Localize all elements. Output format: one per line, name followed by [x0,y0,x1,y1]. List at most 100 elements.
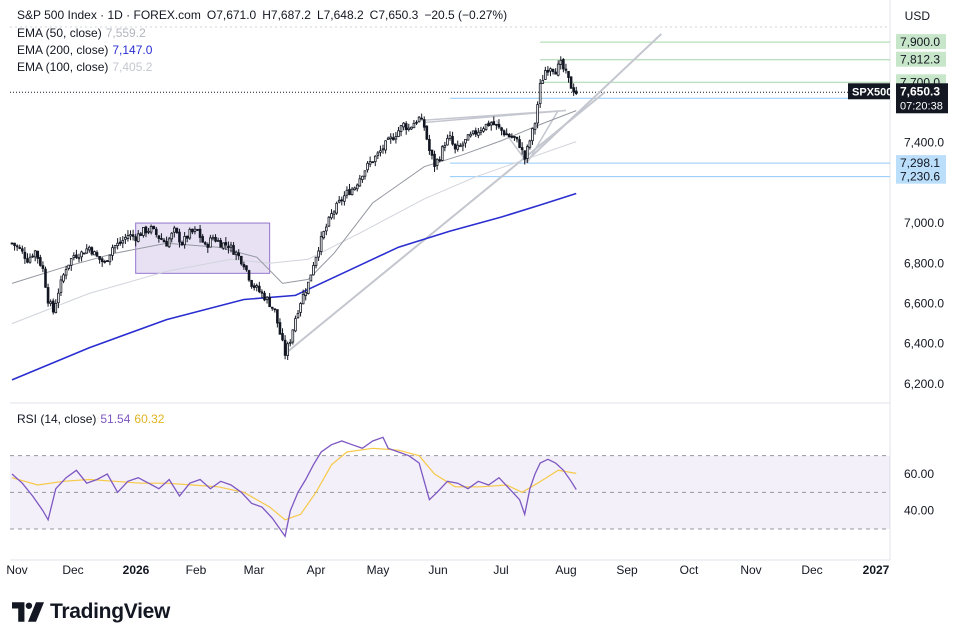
ema200-legend[interactable]: EMA (200, close) 7,147.0 [17,42,152,58]
candle-body [397,130,400,137]
candle-body [544,70,547,80]
price-tick-label: 6,400.0 [904,337,944,351]
ema100-label: EMA (100, close) [17,60,109,74]
level-label-bg [896,51,946,67]
candle-body [214,236,217,242]
candle-body [528,140,532,148]
candle-body [562,59,565,70]
candle-body [191,228,194,233]
time-tick-label: Jun [428,563,447,577]
close-value: C7,650.3 [369,8,419,22]
candle-body [26,258,29,263]
candle-body [121,240,125,244]
time-tick-label: Aug [555,563,576,577]
candle-body [72,255,76,259]
candle-body [348,189,351,195]
ema50-legend[interactable]: EMA (50, close) 7,559.2 [17,25,146,41]
candle-body [456,144,460,150]
price-axis[interactable]: 6,200.0 6,400.0 6,600.0 6,800.0 7,000.0 7,400… [848,34,948,518]
candle-body [28,256,32,263]
candle-body [407,127,411,130]
candle-body [134,236,137,242]
candle-body [340,199,344,202]
candle-body [157,235,161,239]
candle-body [211,237,215,240]
symbol-legend[interactable]: S&P 500 Index · 1D · FOREX.com O7,671.0 H7… [17,7,513,23]
rsi-ma-line [11,447,577,521]
candle-body [250,280,253,287]
candle-body [495,123,498,126]
candle-body [373,155,377,163]
ema100-legend[interactable]: EMA (100, close) 7,405.2 [17,59,152,75]
candle-body [327,216,331,227]
candle-body [489,122,493,126]
level-label: 7,812.3 [900,53,940,67]
candle-body [36,250,40,259]
ema50-line [11,110,577,284]
candle-body [448,135,452,139]
candle-body [466,134,470,141]
candle-body [410,126,413,130]
candle-body [549,68,552,72]
current-price-label: 7,650.3 [900,84,940,98]
currency-button[interactable]: USD [904,9,930,23]
candle-body [518,139,521,148]
rsi-tick-label: 40.00 [904,504,934,518]
time-axis[interactable]: Nov Dec 2026 Feb Mar Apr May Jun Jul Aug Sep Oct Nov… [6,563,889,577]
time-tick-label: 2027 [863,563,890,577]
candle-body [281,333,284,341]
candle-body [87,246,91,251]
time-tick-label: Mar [244,563,265,577]
candle-body [384,140,387,151]
time-tick-label: Sep [616,563,638,577]
candle-body [237,252,241,257]
candle-body [554,71,557,75]
candle-body [402,122,405,128]
candle-body [232,245,235,255]
candle-body [165,240,168,247]
symbol-title[interactable]: S&P 500 Index · 1D · FOREX.com [17,8,201,22]
candle-body [363,170,367,177]
candle-body [188,228,192,239]
candle-body [309,274,313,282]
tradingview-brand[interactable]: TradingView [12,600,170,624]
horizontal-levels [10,41,890,178]
candle-body [149,226,153,233]
rsi-value: 51.54 [100,412,131,426]
candle-body [477,131,480,136]
candle-body [255,285,259,288]
candle-body [453,143,457,150]
candle-body [355,184,359,190]
candle-body [69,258,73,266]
candle-body [219,240,222,248]
candle-body [126,235,130,239]
candle-body [178,231,181,243]
candle-body [180,242,184,246]
candle-body [515,136,519,140]
candles[interactable] [10,56,578,361]
candle-body [415,121,418,124]
candle-body [198,228,202,238]
rsi-legend[interactable]: RSI (14, close) 51.54 60.32 [17,411,164,427]
candle-body [296,313,300,318]
candle-body [147,230,150,233]
candle-body [505,133,508,136]
candle-body [322,231,326,239]
candle-body [118,241,122,244]
current-price-bg [896,83,948,114]
candle-body [371,161,375,164]
candle-body [286,343,289,356]
candle-body [482,128,485,132]
price-tick-label: 6,800.0 [904,256,944,270]
countdown-label: 07:20:38 [900,100,943,112]
candle-body [13,242,16,247]
candle-body [507,133,511,137]
rsi-tick-label: 60.00 [904,467,934,481]
candle-body [538,83,542,105]
candle-body [185,235,189,239]
candle-body [337,199,341,203]
candle-body [64,269,68,276]
candle-body [412,122,416,129]
candle-body [551,68,555,73]
